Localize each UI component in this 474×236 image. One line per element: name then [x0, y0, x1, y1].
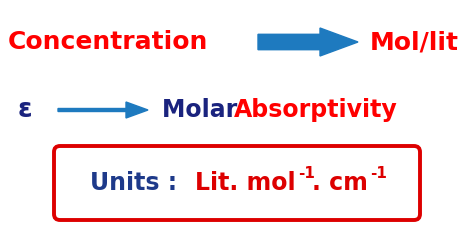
Text: -1: -1	[298, 167, 315, 181]
Text: Units :: Units :	[90, 171, 185, 195]
Text: . cm: . cm	[312, 171, 368, 195]
Text: Absorptivity: Absorptivity	[234, 98, 398, 122]
Text: Mol/lit: Mol/lit	[370, 30, 459, 54]
Text: Concentration: Concentration	[8, 30, 209, 54]
Text: ε: ε	[18, 97, 33, 123]
FancyArrow shape	[258, 28, 358, 56]
Text: Lit. mol: Lit. mol	[195, 171, 296, 195]
Text: -1: -1	[370, 167, 387, 181]
Text: Molar: Molar	[162, 98, 246, 122]
FancyArrow shape	[58, 102, 148, 118]
FancyBboxPatch shape	[54, 146, 420, 220]
